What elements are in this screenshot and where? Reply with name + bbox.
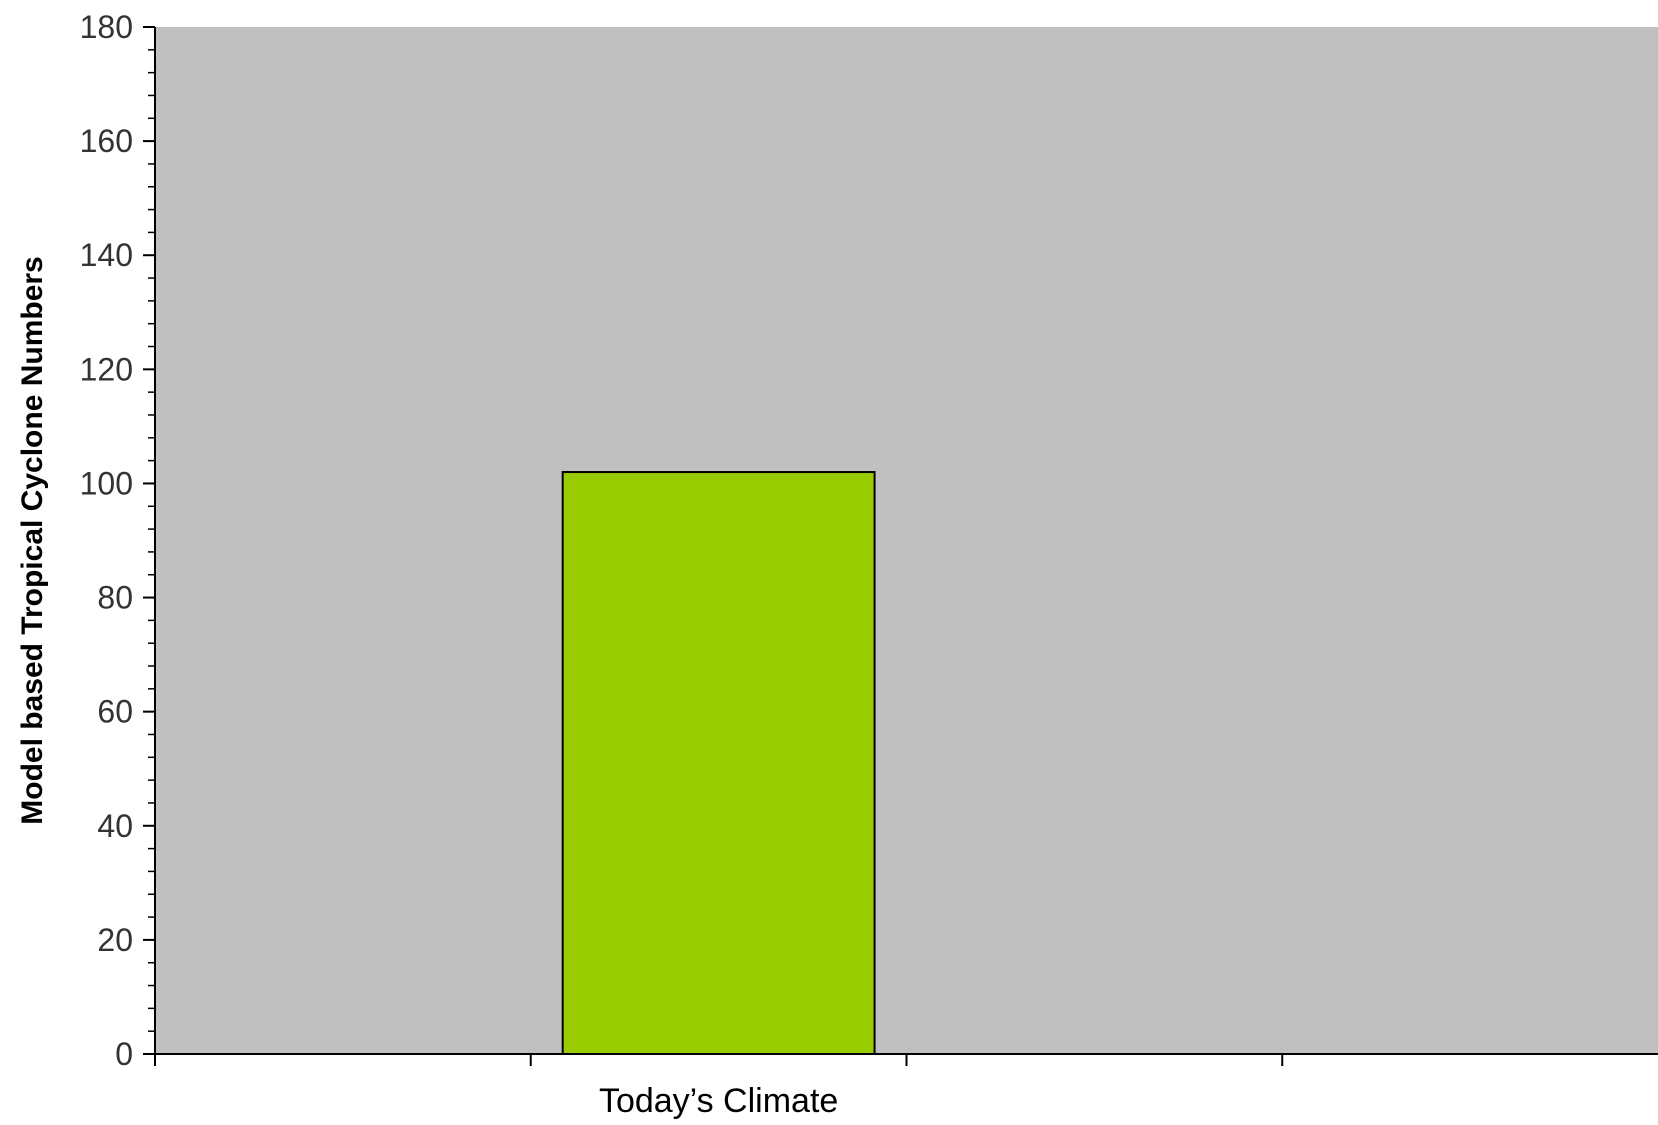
y-tick-label: 60: [97, 694, 133, 730]
x-tick-label: Today’s Climate: [599, 1082, 838, 1120]
bar-today-s-climate: [561, 471, 876, 1055]
y-tick-label: 20: [97, 922, 133, 958]
y-axis-title: Model based Tropical Cyclone Numbers: [16, 256, 49, 824]
bars-group: [561, 471, 876, 1055]
y-tick-label: 40: [97, 808, 133, 844]
y-tick-label: 160: [80, 123, 133, 159]
y-tick-label: 180: [80, 9, 133, 45]
y-tick-label: 100: [80, 465, 133, 501]
y-tick-label: 0: [115, 1036, 133, 1072]
y-tick-label: 140: [80, 237, 133, 273]
y-tick-label: 120: [80, 351, 133, 387]
y-axis: 0 20 40 60 80 100 120 140 160 180: [80, 9, 156, 1072]
plot-area: [155, 27, 1658, 1054]
x-axis: Today’s Climate: [154, 1053, 1658, 1120]
y-tick-label: 80: [97, 580, 133, 616]
